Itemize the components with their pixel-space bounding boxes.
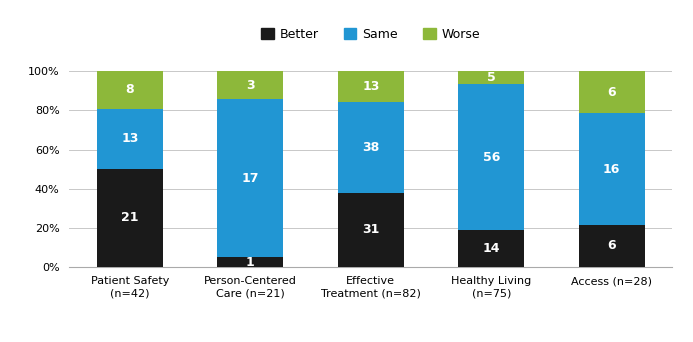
Bar	[579, 113, 644, 225]
Legend: Better, Same, Worse: Better, Same, Worse	[256, 23, 486, 46]
Text: 13: 13	[362, 80, 380, 93]
Text: 3: 3	[246, 79, 254, 92]
Bar	[217, 71, 283, 99]
Bar	[579, 71, 644, 113]
Bar	[458, 71, 525, 84]
Bar	[97, 108, 163, 169]
Bar	[337, 71, 404, 102]
Bar	[97, 71, 163, 108]
Text: 38: 38	[362, 141, 379, 154]
Text: 1: 1	[246, 255, 254, 268]
Text: 6: 6	[607, 239, 616, 252]
Text: 21: 21	[121, 211, 139, 224]
Bar	[217, 258, 283, 267]
Text: 13: 13	[121, 132, 139, 145]
Text: 5: 5	[487, 71, 495, 84]
Bar	[458, 230, 525, 267]
Text: 31: 31	[362, 223, 380, 236]
Text: 16: 16	[603, 162, 620, 175]
Text: 6: 6	[607, 86, 616, 99]
Text: 14: 14	[482, 242, 500, 255]
Bar	[337, 193, 404, 267]
Bar	[579, 225, 644, 267]
Text: 17: 17	[242, 172, 259, 185]
Text: 56: 56	[482, 151, 500, 164]
Bar	[337, 102, 404, 193]
Bar	[458, 84, 525, 230]
Bar	[97, 169, 163, 267]
Bar	[217, 99, 283, 258]
Text: 8: 8	[125, 83, 134, 96]
